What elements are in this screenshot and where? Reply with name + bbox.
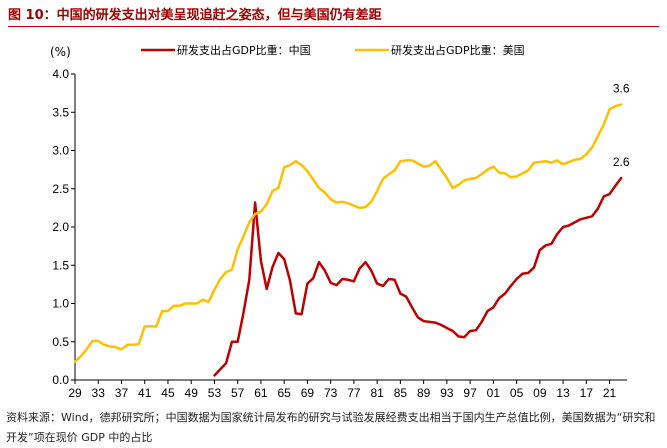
y-tick-label: 1.5 [52,258,69,272]
x-tick-label: 13 [556,386,570,400]
y-tick-label: 1.0 [52,297,69,311]
x-axis: 29 33 37 41 45 49 53 57 61 65 69 73 77 81 85 89 93 97 01 05… [68,379,627,400]
x-tick-label: 17 [580,386,594,400]
x-tick-label: 05 [510,386,524,400]
x-tick-label: 41 [138,386,152,400]
series-line-china [213,176,623,377]
line-chart: (%) 研发支出占GDP比重：中国 研发支出占GDP比重：美国 0.0 0.5 1.… [50,43,630,400]
y-tick-label: 2.5 [52,182,69,196]
y-tick-label: 2.0 [52,220,69,234]
x-tick-label: 21 [603,386,617,400]
legend-label-us: 研发支出占GDP比重：美国 [391,43,525,57]
legend-label-china: 研发支出占GDP比重：中国 [177,43,311,57]
y-axis-unit-label: (%) [50,45,71,59]
x-tick-label: 33 [92,386,106,400]
source-note: 资料来源：Wind，德邦研究所；中国数据为国家统计局发布的研究与试验发展经费支出… [6,411,656,444]
x-tick-label: 01 [487,386,501,400]
y-tick-label: 4.0 [52,67,69,81]
y-tick-label: 3.5 [52,105,69,119]
y-tick-label: 0.5 [52,335,69,349]
title-rule [8,26,659,27]
y-tick-label: 0.0 [52,373,69,387]
x-tick-label: 69 [301,386,315,400]
end-labels: 2.6 3.6 [613,82,630,169]
x-tick-label: 97 [463,386,477,400]
x-tick-label: 53 [208,386,222,400]
y-tick-label: 3.0 [52,144,69,158]
x-tick-label: 57 [231,386,245,400]
series-line-us [73,103,623,363]
x-tick-label: 61 [254,386,268,400]
x-tick-label: 09 [533,386,547,400]
legend: 研发支出占GDP比重：中国 研发支出占GDP比重：美国 [141,43,525,57]
x-tick-label: 81 [370,386,384,400]
series-lines [73,103,623,377]
x-tick-label: 77 [347,386,361,400]
x-tick-label: 29 [68,386,82,400]
x-tick-label: 89 [417,386,431,400]
x-tick-label: 93 [440,386,454,400]
x-tick-label: 85 [394,386,408,400]
end-value-label-us: 3.6 [613,82,630,96]
figure-title: 图 10：中国的研发支出对美呈现追赶之姿态，但与美国仍有差距 [8,8,382,23]
end-value-label-china: 2.6 [613,155,630,169]
x-tick-label: 73 [324,386,338,400]
x-tick-label: 65 [277,386,291,400]
x-tick-label: 49 [185,386,199,400]
x-tick-label: 37 [115,386,129,400]
y-axis: 0.0 0.5 1.0 1.5 2.0 2.5 3.0 3.5 4.0 [52,67,76,387]
x-tick-label: 45 [161,386,175,400]
